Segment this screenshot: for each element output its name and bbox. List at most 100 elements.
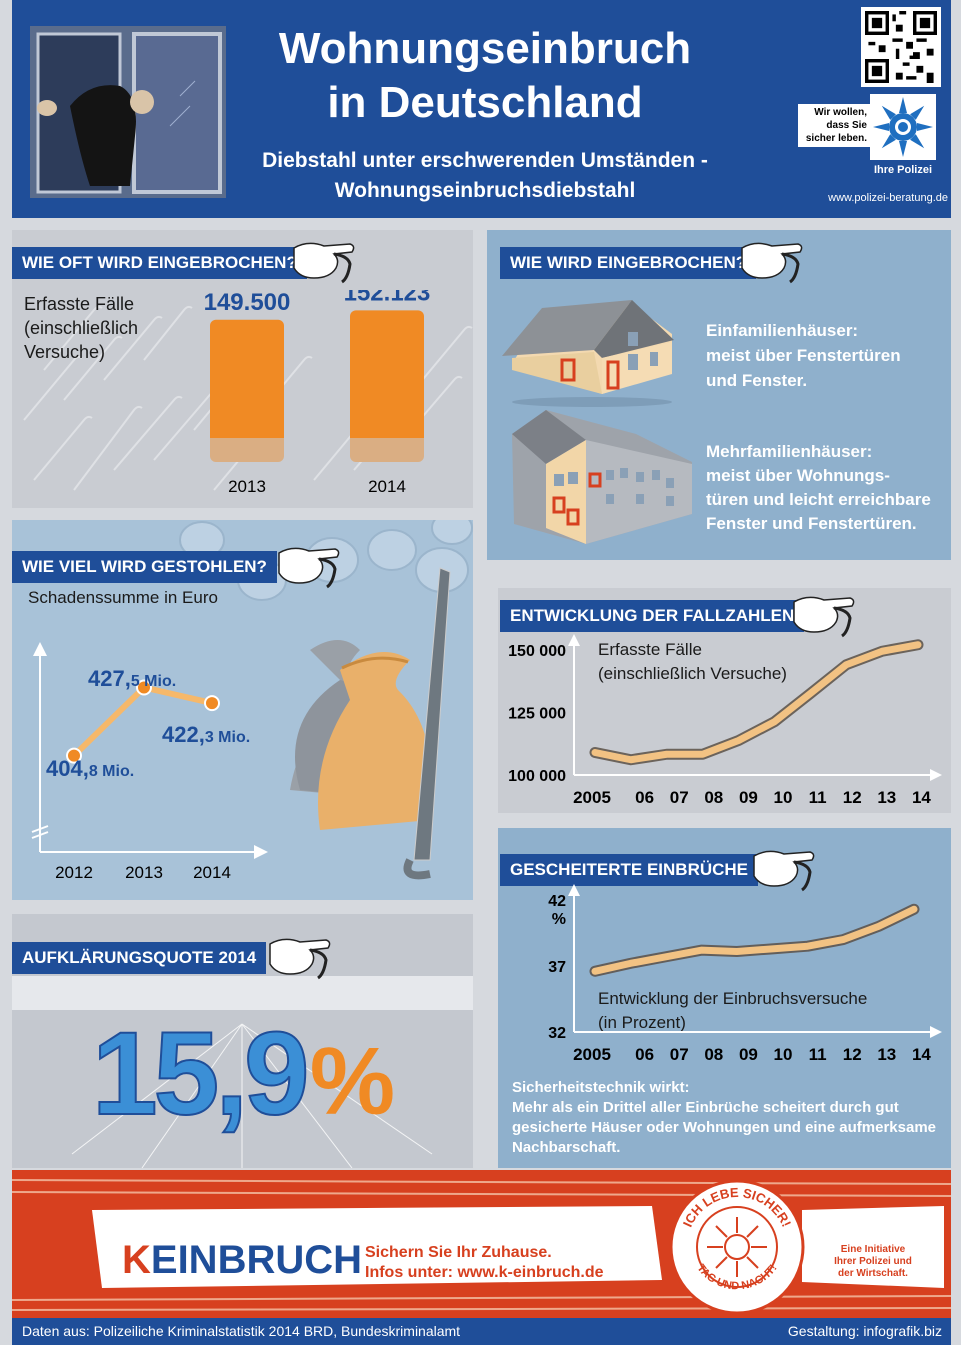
how-often-label-line-1: Erfasste Fälle (24, 294, 135, 314)
bar-category-label: 2013 (228, 477, 266, 496)
initiative-line-2: Ihrer Polizei und (834, 1256, 912, 1267)
cases-y-axis-arrow (568, 634, 580, 646)
multi-family-text: Mehrfamilienhäuser: meist über Wohnungs-… (706, 440, 931, 536)
banner-tape-stripes (12, 1179, 951, 1311)
failed-point-07 (663, 954, 669, 960)
clearance-rate-integer: 15 (91, 1007, 220, 1141)
slogan-line-1: Sichern Sie Ihr Zuhause. (365, 1244, 552, 1261)
brand-logo-rest: EINBRUCH (150, 1238, 363, 1282)
failed-point-14 (911, 906, 917, 912)
security-note-line-3: Nachbarschaft. (512, 1139, 621, 1156)
failed-y-tick-label: 37 (548, 959, 566, 976)
failed-x-tick-label: 2005 (573, 1045, 611, 1064)
line-chart-damage: 404,8 Mio. 427,5 Mio. 422,3 Mio. 2012 2013 20… (31, 642, 268, 882)
failed-point-13 (876, 923, 882, 929)
hand-pointer-icon (293, 242, 355, 284)
cases-point-14 (915, 642, 921, 648)
security-note: Sicherheitstechnik wirkt: Mehr als ein D… (512, 1078, 942, 1158)
section-title-how: WIE WIRD EINGEBROCHEN? (500, 247, 757, 279)
failed-point-11 (805, 943, 811, 949)
failed-point-09 (734, 948, 740, 954)
cases-point-2005 (592, 750, 598, 755)
clearance-rate-decimal: ,9 (214, 1007, 310, 1141)
failed-x-tick-label: 06 (635, 1045, 654, 1064)
cases-point-07 (664, 751, 670, 757)
subtitle-line-1: Diebstahl unter erschwerenden Umständen … (262, 149, 708, 172)
clearance-rate-percent: % (309, 1028, 396, 1135)
banner-slogan: Sichern Sie Ihr Zuhause. Infos unter: ww… (365, 1243, 604, 1283)
initiative-line-1: Eine Initiative (840, 1244, 906, 1255)
failed-point-08 (698, 947, 704, 953)
badge-line-2: dass Sie (826, 120, 867, 131)
qr-code[interactable] (861, 7, 941, 87)
single-family-house-illustration (502, 300, 674, 407)
badge-line-3: sicher leben. (805, 133, 867, 144)
security-note-line-2: gesicherte Häuser oder Wohnungen und ein… (512, 1119, 936, 1136)
cases-x-tick-label: 11 (809, 788, 827, 807)
damage-point-2014 (204, 695, 220, 712)
bar-fade-2013 (210, 438, 284, 462)
police-website-link[interactable]: www.polizei-beratung.de (828, 192, 948, 204)
damage-value-label: 404,8 Mio. (46, 756, 134, 781)
police-badge-label: Ihre Polizei (870, 164, 936, 176)
cases-point-09 (736, 738, 742, 743)
development-label: Erfasste Fälle (einschließlich Versuche) (598, 638, 787, 686)
hand-pointer-icon (753, 850, 815, 892)
damage-year-label: 2014 (193, 863, 231, 882)
qr-code-icon (865, 11, 937, 83)
seal-star-icon (707, 1217, 767, 1277)
page-title: Wohnungseinbruch in Deutschland (230, 22, 740, 130)
bar-value-label: 149.500 (204, 290, 291, 316)
title-line-2: in Deutschland (327, 78, 643, 127)
badge-line-1: Wir wollen, (814, 107, 867, 118)
damage-point-2013 (136, 679, 152, 696)
initiative-text: Eine Initiative Ihrer Polizei und der Wi… (812, 1244, 934, 1280)
single-family-text: Einfamilienhäuser: meist über Fenstertür… (706, 318, 901, 393)
hand-pointer-icon (793, 596, 855, 638)
page-subtitle: Diebstahl unter erschwerenden Umständen … (230, 146, 740, 206)
failed-point-10 (769, 946, 775, 952)
single-family-line-2: meist über Fenstertüren (706, 346, 901, 365)
cases-x-tick-label: 2005 (573, 788, 611, 807)
failed-x-tick-label: 10 (774, 1045, 793, 1064)
axis-break (31, 825, 49, 839)
failed-label-line-1: Entwicklung der Einbruchsversuche (598, 989, 868, 1008)
failed-x-tick-label: 11 (809, 1045, 827, 1064)
development-label-line-1: Erfasste Fälle (598, 640, 702, 659)
x-axis-arrow (254, 845, 268, 859)
section-title-failed: GESCHEITERTE EINBRÜCHE (500, 854, 759, 886)
cases-point-10 (771, 719, 777, 725)
failed-x-tick-label: 14 (912, 1045, 931, 1064)
failed-y-axis-arrow (568, 884, 580, 896)
failed-x-tick-label: 12 (843, 1045, 862, 1064)
footer-bar (12, 1318, 951, 1345)
failed-y-unit-label: % (552, 911, 566, 928)
line-chart-cases: 2005 06 07 08 09 10 11 12 13 14 150 000 125 000 100 … (508, 634, 942, 807)
damage-value-label: 422,3 Mio. (162, 722, 250, 747)
cases-point-06 (628, 757, 634, 763)
brand-logo-k: K (122, 1238, 151, 1282)
bar-chart-cases: 149.500 2013 152.123 2014 (204, 290, 431, 496)
failed-point-06 (627, 960, 633, 966)
section-title-clearance: AUFKLÄRUNGSQUOTE 2014 (12, 942, 267, 974)
bar-2014 (350, 310, 424, 462)
y-axis-arrow (33, 642, 47, 656)
line-chart-failed: 2005 06 07 08 09 10 11 12 13 14 42 37 32% (548, 884, 942, 1064)
clearance-rate-value: 15,9% (91, 1006, 396, 1142)
cases-x-tick-label: 08 (704, 788, 723, 807)
how-often-label-line-3: Versuche) (24, 342, 106, 362)
multi-family-line-4: Fenster und Fenstertüren. (706, 514, 917, 533)
title-line-1: Wohnungseinbruch (278, 24, 692, 73)
damage-subtitle: Schadenssumme in Euro (28, 588, 218, 607)
failed-y-tick-label: 32 (548, 1025, 566, 1042)
hand-pointer-icon (741, 242, 803, 284)
cases-x-tick-label: 13 (877, 788, 896, 807)
damage-value-label: 427,5 Mio. (88, 666, 176, 691)
cases-point-08 (700, 751, 706, 757)
footer-credit[interactable]: Gestaltung: infografik.biz (787, 1323, 942, 1339)
slogan-line-2[interactable]: Infos unter: www.k-einbruch.de (365, 1264, 604, 1281)
cases-point-11 (807, 691, 813, 696)
single-family-line-1: Einfamilienhäuser: (706, 321, 859, 340)
damage-year-label: 2013 (125, 863, 163, 882)
clearance-background (12, 976, 473, 1168)
